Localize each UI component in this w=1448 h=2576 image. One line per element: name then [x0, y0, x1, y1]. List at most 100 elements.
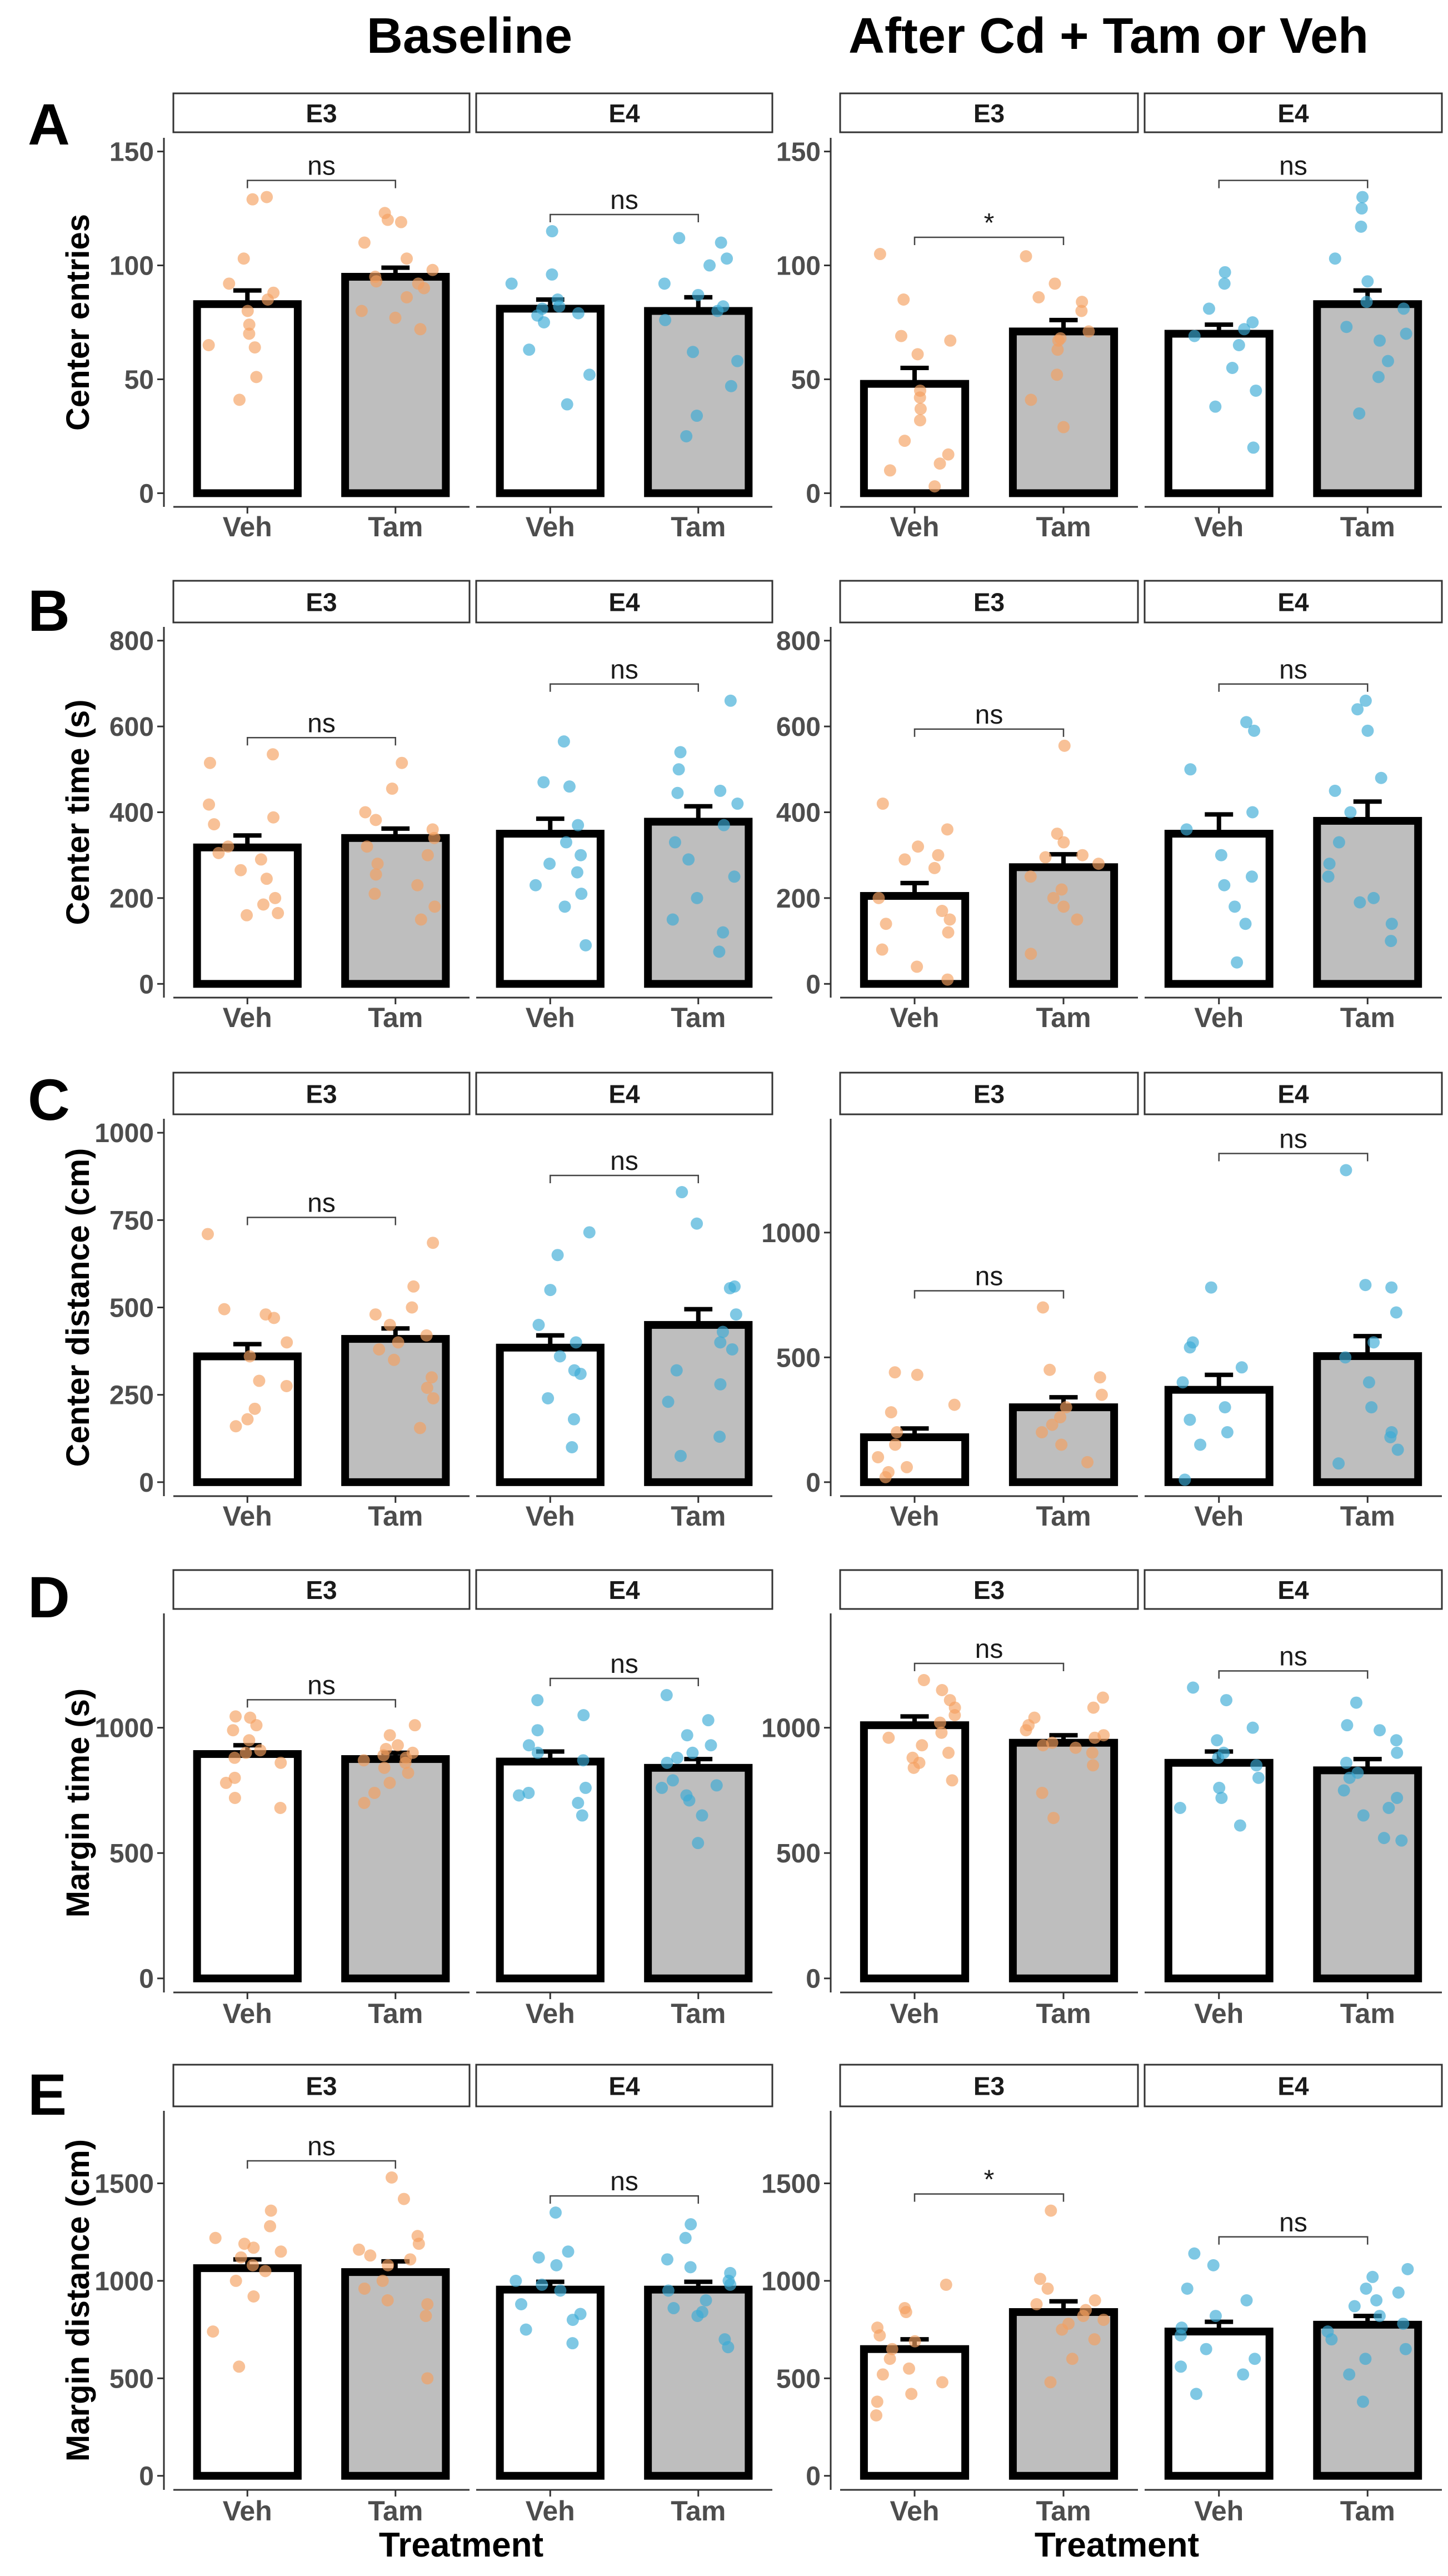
data-point: [531, 1746, 544, 1759]
facet-strip: [475, 92, 773, 133]
facet-e4: E4 Veh Tam ns: [1144, 1569, 1443, 2029]
data-point: [1087, 1759, 1100, 1772]
x-tick-label: Tam: [1036, 511, 1091, 542]
data-point: [713, 945, 726, 958]
data-point: [1399, 2343, 1412, 2355]
data-point: [563, 780, 576, 793]
data-point: [234, 2251, 247, 2264]
data-point: [383, 1776, 396, 1789]
facet-strip-label: E4: [1277, 99, 1309, 128]
data-point: [267, 748, 279, 761]
data-point: [566, 2314, 579, 2326]
data-point: [415, 913, 427, 926]
data-point: [421, 849, 434, 861]
data-point: [710, 1779, 723, 1792]
data-point: [692, 1837, 705, 1850]
data-point: [229, 2274, 242, 2287]
data-point: [731, 355, 744, 367]
facet-e3: E3 Veh Tam ns: [172, 92, 471, 542]
data-point: [1215, 849, 1227, 861]
data-point: [551, 1249, 564, 1262]
data-point: [368, 888, 381, 900]
data-point: [703, 259, 716, 272]
data-point: [1332, 836, 1345, 849]
data-point: [420, 1329, 433, 1342]
bar-veh: [496, 1343, 605, 1486]
y-tick-label: 500: [776, 1839, 821, 1869]
data-point: [1215, 1791, 1228, 1804]
significance-label: ns: [975, 700, 1003, 730]
data-point: [358, 1797, 371, 1809]
data-point: [1174, 1802, 1186, 1815]
data-point: [933, 1716, 946, 1729]
subplot-E-baseline: 0 500 1000 1500 E3 Veh Tam ns E4 Veh Tam ns: [94, 2064, 773, 2527]
data-point: [574, 1367, 587, 1380]
data-point: [1066, 2353, 1078, 2365]
x-tick-label: Veh: [223, 1002, 272, 1033]
data-point: [1374, 1724, 1386, 1737]
data-point: [513, 1789, 526, 1802]
data-point: [570, 1336, 582, 1349]
y-tick-label: 0: [139, 2462, 154, 2492]
data-point: [209, 2231, 222, 2244]
data-point: [203, 756, 216, 769]
data-point: [267, 811, 280, 824]
data-point: [1046, 1418, 1058, 1431]
panel-letter-C: C: [28, 1068, 70, 1133]
data-point: [233, 393, 246, 406]
x-tick-label: Tam: [1340, 511, 1395, 542]
data-point: [668, 836, 681, 849]
data-point: [1057, 836, 1070, 849]
significance-label: ns: [975, 1635, 1003, 1664]
data-point: [427, 1392, 440, 1404]
x-tick-label: Tam: [671, 1002, 726, 1033]
panel-letter-D: D: [28, 1565, 70, 1630]
facet-strip-label: E3: [973, 588, 1005, 617]
data-point: [1390, 1306, 1402, 1319]
data-point: [1340, 321, 1353, 333]
data-point: [404, 2253, 417, 2266]
subplot-D-after: 0 500 1000 E3 Veh Tam ns E4 Veh Tam ns: [761, 1569, 1443, 2029]
data-point: [914, 402, 927, 415]
panel-letter-B: B: [28, 579, 70, 644]
data-point: [1226, 361, 1239, 374]
data-point: [724, 694, 737, 707]
data-point: [1088, 2333, 1101, 2346]
data-point: [891, 1426, 903, 1439]
data-point: [916, 1739, 928, 1752]
y-axis-label: Center entries: [60, 214, 96, 431]
facet-strip-label: E4: [608, 2072, 640, 2101]
data-point: [1325, 2333, 1338, 2346]
data-point: [373, 1343, 386, 1356]
data-point: [885, 1406, 897, 1419]
data-point: [382, 2259, 395, 2271]
facet-e3: E3 Veh Tam ns: [172, 2064, 471, 2527]
data-point: [702, 1714, 715, 1727]
facet-strip: [839, 580, 1139, 624]
data-point: [883, 2353, 896, 2365]
x-tick-label: Tam: [671, 1501, 726, 1532]
significance-bracket: [913, 728, 1065, 737]
data-point: [1367, 1336, 1380, 1349]
x-tick-label: Tam: [1036, 2495, 1091, 2527]
data-point: [227, 1724, 239, 1737]
data-point: [692, 288, 705, 301]
significance-label: ns: [610, 2167, 638, 2196]
facet-e3: E3 Veh Tam ns: [839, 580, 1139, 1033]
significance-bracket: [913, 2193, 1065, 2202]
data-point: [572, 307, 585, 320]
data-point: [1033, 2273, 1046, 2285]
data-point: [522, 1739, 535, 1752]
data-point: [377, 1749, 390, 1762]
facet-strip: [1144, 92, 1443, 133]
data-point: [558, 900, 571, 913]
data-point: [537, 776, 550, 789]
data-point: [1024, 870, 1037, 883]
data-point: [1374, 334, 1386, 347]
data-point: [946, 1774, 958, 1787]
data-point: [412, 2238, 425, 2250]
data-point: [418, 282, 431, 295]
data-point: [1391, 1791, 1404, 1804]
data-point: [1030, 2298, 1043, 2311]
significance-label: ns: [610, 1650, 638, 1679]
